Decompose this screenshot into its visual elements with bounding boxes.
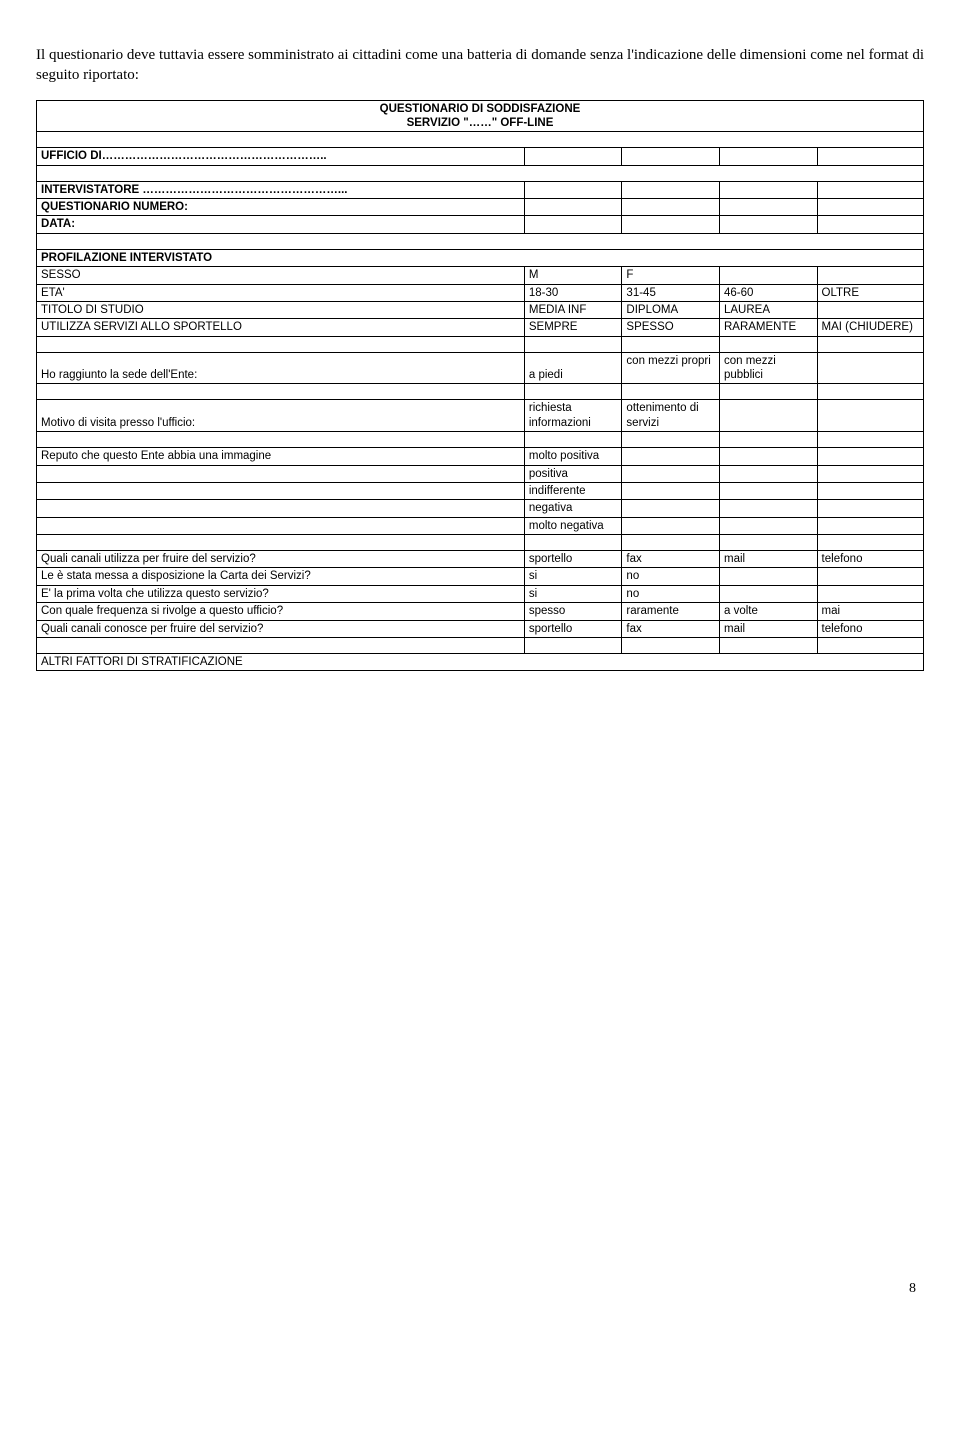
immagine-row-4: negativa	[37, 500, 924, 517]
immagine-row-5: molto negativa	[37, 517, 924, 534]
motivo-row: Motivo di visita presso l'ufficio: richi…	[37, 400, 924, 432]
freq-row: Con quale frequenza si rivolge a questo …	[37, 603, 924, 620]
title-line1: QUESTIONARIO DI SODDISFAZIONE	[380, 103, 581, 115]
numero-row: QUESTIONARIO NUMERO:	[37, 199, 924, 216]
immagine-row-1: Reputo che questo Ente abbia una immagin…	[37, 448, 924, 465]
data-label: DATA:	[37, 216, 525, 233]
intro-text: Il questionario deve tuttavia essere som…	[36, 45, 924, 86]
carta-row: Le è stata messa a disposizione la Carta…	[37, 568, 924, 585]
numero-label: QUESTIONARIO NUMERO:	[37, 199, 525, 216]
intervistatore-label: INTERVISTATORE ……………………………………………...	[37, 181, 525, 198]
raggiunto-row: Ho raggiunto la sede dell'Ente: a piedi …	[37, 352, 924, 384]
canali-conosce-row: Quali canali conosce per fruire del serv…	[37, 620, 924, 637]
page-number: 8	[36, 1281, 924, 1297]
questionnaire-table: QUESTIONARIO DI SODDISFAZIONE SERVIZIO "…	[36, 100, 924, 672]
eta-row: ETA' 18-30 31-45 46-60 OLTRE	[37, 284, 924, 301]
title-row: QUESTIONARIO DI SODDISFAZIONE SERVIZIO "…	[37, 100, 924, 132]
ufficio-row: UFFICIO DI…………………………………………………..	[37, 148, 924, 165]
altri-fattori-row: ALTRI FATTORI DI STRATIFICAZIONE	[37, 653, 924, 670]
sesso-row: SESSO M F	[37, 267, 924, 284]
intervistatore-row: INTERVISTATORE ……………………………………………...	[37, 181, 924, 198]
prima-row: E' la prima volta che utilizza questo se…	[37, 585, 924, 602]
ufficio-label: UFFICIO DI…………………………………………………..	[37, 148, 525, 165]
title-line2: SERVIZIO "……" OFF-LINE	[407, 117, 554, 129]
utilizza-row: UTILIZZA SERVIZI ALLO SPORTELLO SEMPRE S…	[37, 319, 924, 336]
data-row: DATA:	[37, 216, 924, 233]
canali-utilizza-row: Quali canali utilizza per fruire del ser…	[37, 551, 924, 568]
immagine-row-3: indifferente	[37, 482, 924, 499]
profilazione-header: PROFILAZIONE INTERVISTATO	[37, 249, 924, 266]
titolo-row: TITOLO DI STUDIO MEDIA INF DIPLOMA LAURE…	[37, 301, 924, 318]
immagine-row-2: positiva	[37, 465, 924, 482]
